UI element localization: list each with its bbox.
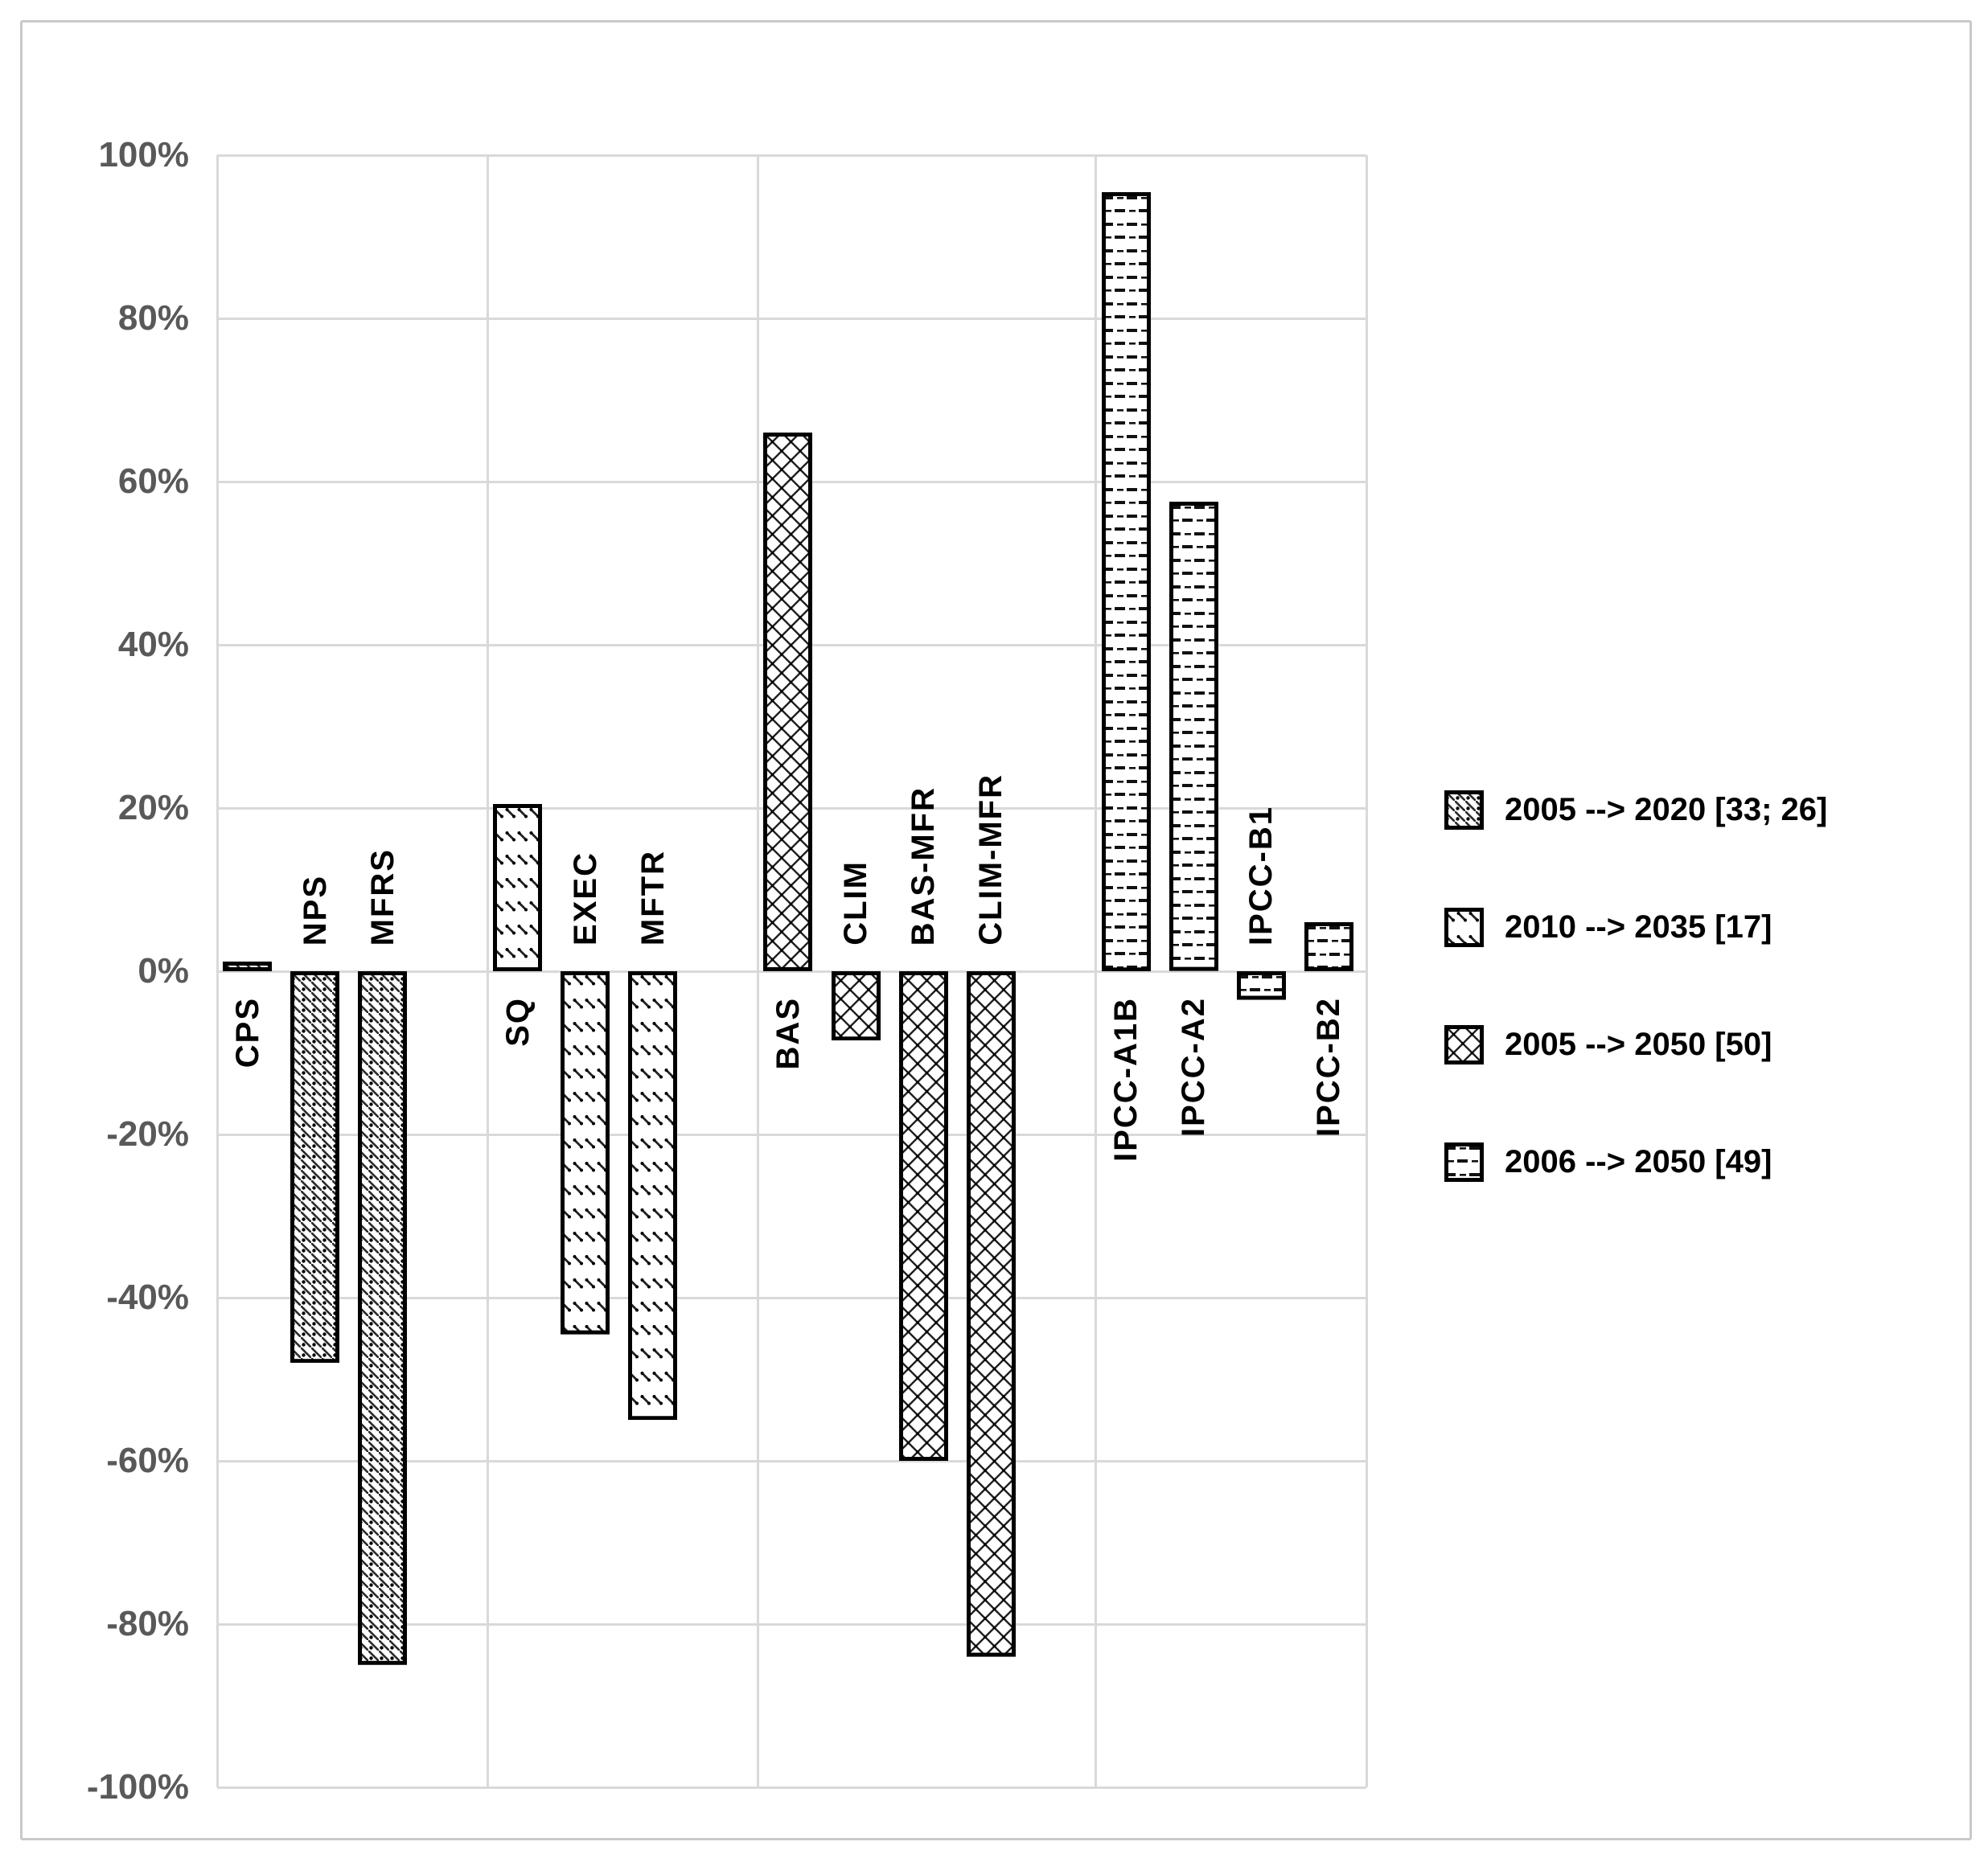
legend-label: 2010 --> 2035 [17] [1505, 909, 1772, 945]
gridline-80% [217, 317, 1366, 320]
category-label-EXEC: EXEC [567, 851, 603, 946]
bar-IPCC-B2 [1304, 922, 1353, 971]
legend-swatch-icon [1444, 790, 1484, 830]
y-tick-label: -80% [106, 1604, 189, 1643]
bar-MFRS [358, 971, 408, 1665]
bar-BAS [763, 433, 813, 971]
legend-swatch-icon [1444, 907, 1484, 947]
category-label-MFTR: MFTR [635, 849, 671, 946]
group-separator-line [216, 155, 219, 1787]
y-tick-label: 60% [117, 461, 189, 501]
legend-swatch-icon [1444, 1024, 1484, 1064]
gridline--20% [217, 1133, 1366, 1136]
y-tick-label: 40% [117, 625, 189, 664]
bar-CPS [223, 962, 272, 971]
group-separator-line [756, 155, 759, 1787]
gridline-100% [217, 154, 1366, 157]
group-separator-line [1365, 155, 1368, 1787]
category-label-CLIM: CLIM [838, 860, 874, 946]
category-label-BAS: BAS [770, 997, 806, 1070]
legend-label: 2005 --> 2020 [33; 26] [1505, 791, 1828, 827]
y-tick-label: -20% [106, 1114, 189, 1154]
bar-BAS-MFR [898, 971, 948, 1461]
category-label-CPS: CPS [229, 997, 265, 1069]
category-label-IPCC-B1: IPCC-B1 [1243, 805, 1279, 946]
bar-EXEC [561, 971, 610, 1335]
y-tick-label: 20% [117, 788, 189, 827]
group-separator-line [486, 155, 489, 1787]
bar-MFTR [628, 971, 678, 1421]
y-tick-label: -40% [106, 1278, 189, 1317]
bar-CLIM-MFR [966, 971, 1016, 1657]
bar-CLIM [831, 971, 881, 1041]
category-label-IPCC-A2: IPCC-A2 [1176, 997, 1212, 1138]
legend-entry: 2005 --> 2020 [33; 26] [1444, 790, 1827, 830]
bar-IPCC-A2 [1169, 502, 1218, 971]
bar-IPCC-B1 [1236, 971, 1286, 1000]
gridline-0% [217, 970, 1366, 973]
legend-entry: 2010 --> 2035 [17] [1444, 907, 1772, 947]
category-label-IPCC-B2: IPCC-B2 [1311, 997, 1347, 1138]
gridline--40% [217, 1296, 1366, 1299]
bar-IPCC-A1B [1101, 191, 1151, 971]
category-label-CLIM-MFR: CLIM-MFR [973, 773, 1009, 946]
legend-swatch-icon [1444, 1142, 1484, 1182]
y-tick-label: 100% [98, 135, 189, 174]
legend-label: 2005 --> 2050 [50] [1505, 1026, 1772, 1062]
legend-label: 2006 --> 2050 [49] [1505, 1143, 1772, 1179]
category-label-MFRS: MFRS [364, 847, 400, 946]
gridline--80% [217, 1622, 1366, 1626]
category-label-SQ: SQ [499, 997, 536, 1047]
group-separator-line [1095, 155, 1098, 1787]
category-label-BAS-MFR: BAS-MFR [906, 786, 942, 946]
gridline--60% [217, 1459, 1366, 1462]
legend-entry: 2006 --> 2050 [49] [1444, 1142, 1772, 1182]
bar-SQ [493, 803, 543, 971]
y-tick-label: -60% [106, 1441, 189, 1480]
bar-NPS [290, 971, 340, 1364]
y-tick-label: -100% [86, 1767, 189, 1807]
category-label-NPS: NPS [297, 874, 333, 946]
y-tick-label: 80% [117, 298, 189, 338]
legend-entry: 2005 --> 2050 [50] [1444, 1024, 1772, 1064]
y-tick-label: 0% [138, 951, 189, 991]
gridline--100% [217, 1786, 1366, 1789]
category-label-IPCC-A1B: IPCC-A1B [1108, 997, 1144, 1162]
